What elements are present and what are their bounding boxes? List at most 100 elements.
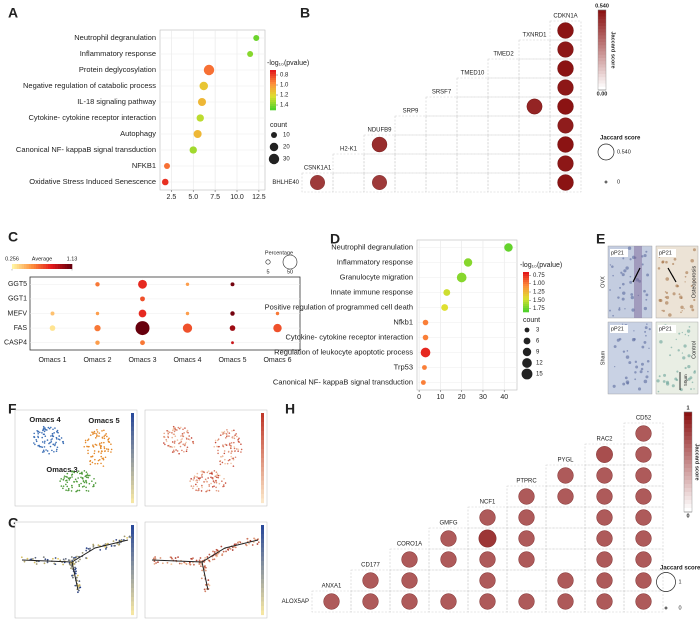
cell-dot	[51, 438, 53, 440]
tissue-speck	[687, 334, 690, 337]
cell-dot	[42, 556, 45, 559]
tissue-speck	[609, 264, 612, 266]
cell-dot	[91, 431, 93, 433]
expression-dot	[229, 325, 236, 331]
cell-dot	[62, 440, 64, 443]
expression-dot	[230, 282, 235, 287]
colorbar-segment	[598, 10, 606, 14]
cell-dot	[232, 465, 235, 467]
x-tick-label: Omacs 3	[128, 357, 156, 364]
cell-dot	[183, 561, 186, 564]
cell-dot	[234, 456, 237, 459]
category-label: Granulocyte migration	[340, 272, 413, 281]
cell-dot	[207, 579, 210, 582]
tissue-speck	[665, 291, 669, 294]
gene-label: SRSF7	[432, 90, 452, 96]
tissue-speck	[627, 246, 632, 250]
tissue-speck	[622, 291, 626, 295]
jaccard-dot	[557, 467, 574, 484]
cell-dot	[33, 432, 36, 435]
cell-dot	[30, 558, 33, 561]
cell-dot	[94, 458, 96, 461]
cell-dot	[60, 437, 63, 439]
tissue-speck	[672, 292, 676, 296]
cell-dot	[67, 559, 70, 562]
cell-dot	[94, 462, 96, 465]
jaccard-dot	[596, 593, 613, 610]
cell-dot	[192, 440, 194, 443]
panel-label: E	[596, 231, 605, 247]
cell-dot	[69, 477, 71, 480]
cell-dot	[180, 562, 183, 565]
colorbar-segment	[131, 485, 134, 490]
cell-dot	[216, 445, 218, 448]
cell-dot	[126, 536, 129, 539]
tissue-speck	[665, 295, 670, 300]
cell-dot	[218, 445, 220, 448]
colorbar-segment	[26, 264, 30, 269]
tissue-speck	[671, 384, 675, 388]
colorbar-segment	[48, 264, 51, 269]
cell-dot	[161, 562, 164, 565]
jaccard-dot	[557, 488, 574, 505]
cell-dot	[237, 438, 240, 441]
dot	[247, 50, 254, 58]
colorbar-segment	[38, 264, 42, 269]
size-legend-dot	[521, 368, 533, 380]
colorbar-segment	[523, 296, 529, 299]
colorbar-segment	[684, 424, 692, 429]
cell-dot	[218, 482, 221, 485]
cell-dot	[230, 462, 232, 465]
matrix-cell	[456, 153, 489, 174]
matrix-cell	[425, 153, 458, 174]
cell-dot	[88, 445, 90, 448]
tissue-speck	[637, 387, 642, 391]
size-legend-dot	[270, 131, 278, 139]
colorbar-segment	[261, 417, 264, 423]
cell-dot	[72, 576, 74, 579]
cell-dot	[215, 476, 218, 479]
cell-dot	[103, 441, 105, 444]
colorbar-segment	[261, 480, 264, 486]
cell-dot	[64, 557, 67, 560]
cell-dot	[71, 476, 73, 478]
size-legend-label: 9	[536, 350, 540, 356]
colorbar-segment	[684, 504, 692, 509]
cell-dot	[185, 438, 188, 440]
colorbar-segment	[131, 467, 134, 472]
cell-dot	[85, 476, 88, 479]
cell-dot	[94, 432, 96, 435]
cell-dot	[201, 476, 203, 478]
colorbar-segment	[67, 264, 70, 269]
tissue-speck	[659, 340, 663, 344]
tissue-speck	[646, 323, 648, 325]
cell-dot	[187, 431, 189, 434]
colorbar-segment	[523, 300, 529, 303]
cell-dot	[92, 433, 94, 435]
cell-dot	[199, 565, 202, 568]
cell-dot	[41, 432, 43, 434]
matrix-cell	[301, 172, 334, 193]
cell-dot	[56, 430, 58, 433]
jaccard-dot	[362, 572, 379, 589]
matrix-cell	[456, 134, 489, 155]
cell-dot	[128, 536, 131, 538]
cell-dot	[98, 444, 101, 446]
cell-dot	[77, 477, 79, 479]
size-legend-dot	[597, 143, 615, 161]
jaccard-dot	[479, 593, 496, 610]
cell-dot	[58, 438, 61, 441]
dot	[441, 304, 449, 311]
cell-dot	[67, 487, 70, 490]
cell-dot	[91, 480, 93, 482]
cell-dot	[204, 569, 207, 572]
cell-dot	[165, 440, 168, 443]
cell-dot	[234, 434, 236, 437]
cell-dot	[100, 442, 103, 444]
colorbar-segment	[261, 476, 264, 481]
cell-dot	[198, 479, 201, 481]
cell-dot	[178, 427, 181, 430]
x-tick-label: Omacs 1	[38, 357, 66, 364]
cell-dot	[211, 471, 213, 474]
colorbar-segment	[523, 278, 529, 281]
